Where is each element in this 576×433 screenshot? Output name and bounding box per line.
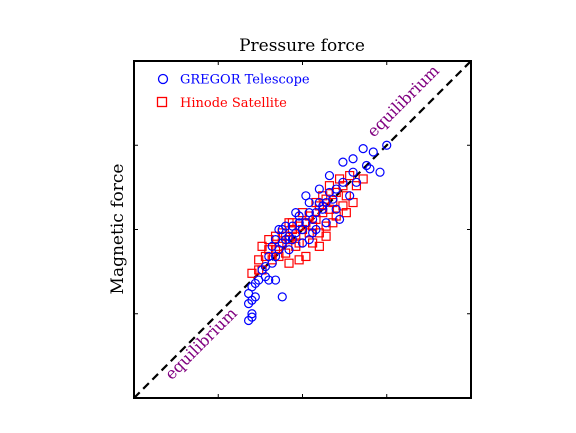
- gregor-point: [345, 191, 355, 201]
- hinode-point: [274, 251, 284, 262]
- gregor-point: [358, 144, 368, 154]
- gregor-point: [324, 170, 335, 181]
- hinode-point: [254, 255, 264, 265]
- hinode-point: [314, 241, 324, 251]
- gregor-point: [334, 214, 345, 224]
- hinode-point: [257, 241, 267, 251]
- hinode-point: [321, 221, 331, 231]
- equilibrium-line: [133, 60, 472, 399]
- gregor-point: [264, 275, 274, 285]
- gregor-point: [338, 157, 348, 167]
- hinode-point: [284, 258, 294, 268]
- hinode-point: [260, 251, 271, 262]
- gregor-point: [375, 167, 385, 177]
- hinode-point: [301, 251, 311, 262]
- gregor-point: [243, 299, 254, 309]
- hinode-point: [294, 255, 304, 265]
- legend-gregor-label: GREGOR Telescope: [180, 73, 310, 88]
- gregor-point: [304, 235, 314, 245]
- legend-hinode-marker: [156, 96, 168, 108]
- x-axis-title: Pressure force: [239, 36, 365, 56]
- gregor-point: [287, 221, 297, 231]
- legend-hinode-label: Hinode Satellite: [180, 96, 287, 111]
- gregor-point: [277, 292, 287, 302]
- legend: GREGOR Telescope Hinode Satellite: [156, 73, 310, 111]
- gregor-point: [382, 140, 392, 150]
- gregor-point: [348, 167, 358, 177]
- gregor-point: [338, 177, 348, 187]
- hinode-point: [341, 191, 351, 201]
- gregor-point: [281, 221, 291, 231]
- hinode-point: [247, 268, 257, 278]
- gregor-point: [318, 201, 328, 211]
- gregor-point: [267, 241, 277, 251]
- hinode-point: [341, 208, 351, 218]
- gregor-point: [294, 211, 304, 221]
- equilibrium-reference-line: [133, 60, 472, 399]
- gregor-point: [284, 231, 294, 241]
- gregor-point: [348, 154, 358, 164]
- hinode-point: [351, 181, 362, 191]
- gregor-point: [304, 197, 314, 208]
- plot-frame: [133, 60, 472, 399]
- gregor-point: [365, 164, 375, 174]
- gregor-point: [314, 184, 324, 194]
- gregor-point: [368, 147, 378, 157]
- y-axis-title: Magnetic force: [108, 164, 128, 295]
- gregor-point: [351, 177, 362, 187]
- gregor-point: [284, 245, 294, 255]
- gregor-point: [311, 224, 321, 235]
- gregor-point: [270, 275, 281, 285]
- gregor-point: [321, 218, 331, 228]
- hinode-point: [318, 208, 328, 218]
- hinode-point: [321, 231, 331, 241]
- gregor-series: [243, 140, 392, 326]
- legend-gregor-marker: [157, 73, 169, 85]
- gregor-point: [331, 204, 341, 214]
- gregor-point: [247, 312, 257, 322]
- hinode-point: [311, 214, 321, 224]
